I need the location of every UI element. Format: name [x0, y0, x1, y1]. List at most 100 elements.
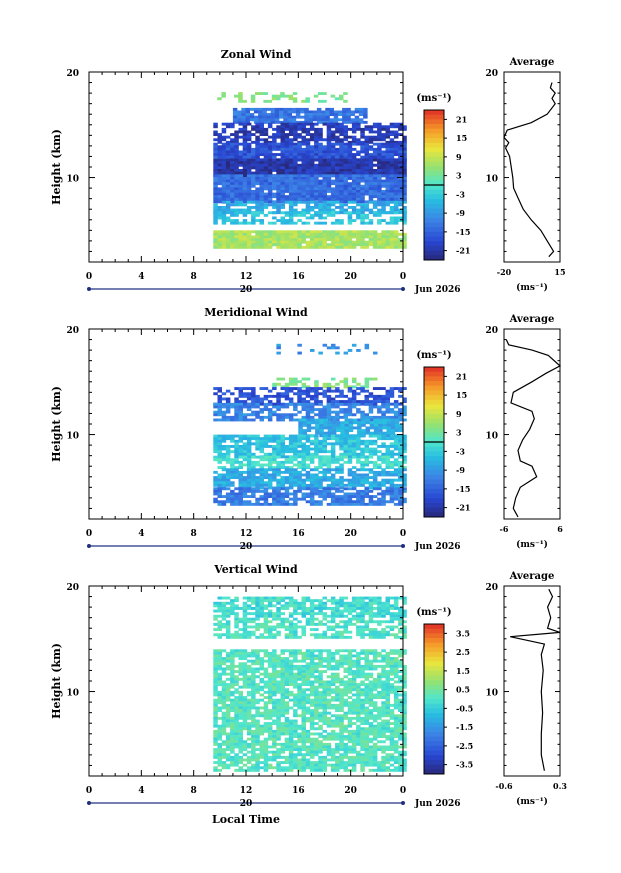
heatmap-cell — [301, 628, 306, 631]
heatmap-cell — [326, 177, 332, 180]
heatmap-cell — [347, 437, 353, 441]
heatmap-cell — [217, 182, 222, 186]
heatmap-cell — [402, 400, 407, 403]
heatmap-cell — [377, 408, 382, 411]
heatmap-cell — [398, 497, 403, 501]
colorbar-swatch — [424, 493, 444, 499]
heatmap-cell — [234, 612, 239, 616]
heatmap-cell — [230, 502, 235, 506]
heatmap-cell — [351, 476, 357, 479]
colorbar-swatch — [424, 250, 444, 256]
heatmap-cell — [372, 405, 378, 409]
heatmap-cell — [343, 145, 348, 149]
heatmap-cell — [360, 495, 365, 498]
heatmap-cell — [251, 662, 256, 666]
heatmap-cell — [393, 612, 399, 616]
heatmap-cell — [242, 243, 248, 247]
heatmap-cell — [225, 651, 231, 655]
heatmap-cell — [263, 200, 269, 204]
heatmap-cell — [238, 211, 243, 215]
heatmap-cell — [309, 664, 315, 668]
colorbar-swatch — [424, 367, 444, 373]
heatmap-cell — [330, 221, 336, 225]
heatmap-cell — [276, 206, 281, 209]
heatmap-cell — [339, 161, 344, 165]
heatmap-cell — [297, 187, 302, 191]
heatmap-cell — [314, 664, 319, 668]
heatmap-cell — [259, 625, 264, 629]
heatmap-cell — [339, 389, 344, 393]
heatmap-cell — [402, 612, 407, 616]
heatmap-cell — [356, 387, 361, 390]
heatmap-cell — [272, 633, 277, 637]
heatmap-cell — [351, 413, 357, 417]
heatmap-cell — [276, 153, 281, 156]
heatmap-cell — [368, 163, 374, 167]
heatmap-cell — [398, 470, 403, 474]
heatmap-cell — [377, 133, 382, 136]
heatmap-cell — [297, 190, 302, 193]
heatmap-cell — [225, 235, 231, 239]
heatmap-cell — [259, 612, 264, 616]
heatmap-cell — [360, 240, 365, 244]
heatmap-cell — [280, 447, 285, 451]
heatmap-cell — [356, 620, 361, 624]
heatmap-cell — [314, 147, 319, 151]
heatmap-cell — [255, 500, 260, 504]
heatmap-cell — [238, 174, 243, 178]
heatmap-cell — [293, 651, 298, 655]
heatmap-cell — [309, 408, 315, 411]
heatmap-cell — [230, 657, 235, 660]
heatmap-cell — [242, 418, 248, 422]
heatmap-cell — [347, 470, 353, 474]
heatmap-cell — [221, 211, 227, 215]
heatmap-cell — [330, 659, 336, 663]
heatmap-cell — [293, 657, 298, 660]
heatmap-cell — [267, 601, 273, 605]
heatmap-cell — [272, 651, 277, 655]
heatmap-cell — [246, 617, 252, 621]
heatmap-cell — [326, 625, 332, 629]
heatmap-cell — [255, 92, 260, 95]
heatmap-cell — [276, 182, 281, 186]
heatmap-cell — [238, 163, 243, 167]
heatmap-cell — [267, 614, 273, 618]
heatmap-cell — [263, 476, 269, 479]
heatmap-cell — [305, 127, 311, 131]
heatmap-cell — [245, 120, 250, 124]
heatmap-cell — [326, 413, 332, 417]
heatmap-cell — [314, 127, 319, 131]
heatmap-cell — [301, 466, 306, 469]
heatmap-cell — [347, 190, 353, 193]
heatmap-cell — [263, 468, 269, 472]
heatmap-cell — [381, 235, 386, 239]
heatmap-cell — [326, 203, 332, 207]
heatmap-cell — [267, 163, 273, 167]
heatmap-cell — [330, 142, 336, 146]
heatmap-cell — [225, 483, 231, 487]
heatmap-cell — [398, 487, 403, 491]
heatmap-cell — [251, 392, 256, 396]
heatmap-cell — [364, 463, 369, 467]
heatmap-cell — [225, 487, 231, 491]
heatmap-cell — [230, 161, 235, 165]
heatmap-cell — [242, 145, 248, 149]
heatmap-cell — [242, 197, 248, 201]
heatmap-cell — [351, 195, 357, 199]
heatmap-cell — [288, 620, 294, 624]
heatmap-cell — [356, 601, 361, 605]
heatmap-cell — [335, 184, 340, 188]
heatmap-cell — [242, 620, 248, 624]
heatmap-cell — [314, 478, 319, 482]
heatmap-cell — [263, 153, 269, 156]
heatmap-cell — [217, 138, 222, 142]
heatmap-cell — [259, 147, 264, 151]
heatmap-cell — [339, 169, 344, 172]
heatmap-cell — [352, 343, 357, 347]
y-tick-label: 20 — [66, 326, 79, 336]
heatmap-cell — [318, 92, 323, 95]
heatmap-cell — [393, 158, 399, 162]
heatmap-cell — [272, 177, 277, 180]
heatmap-cell — [230, 182, 235, 186]
heatmap-cell — [255, 187, 260, 191]
